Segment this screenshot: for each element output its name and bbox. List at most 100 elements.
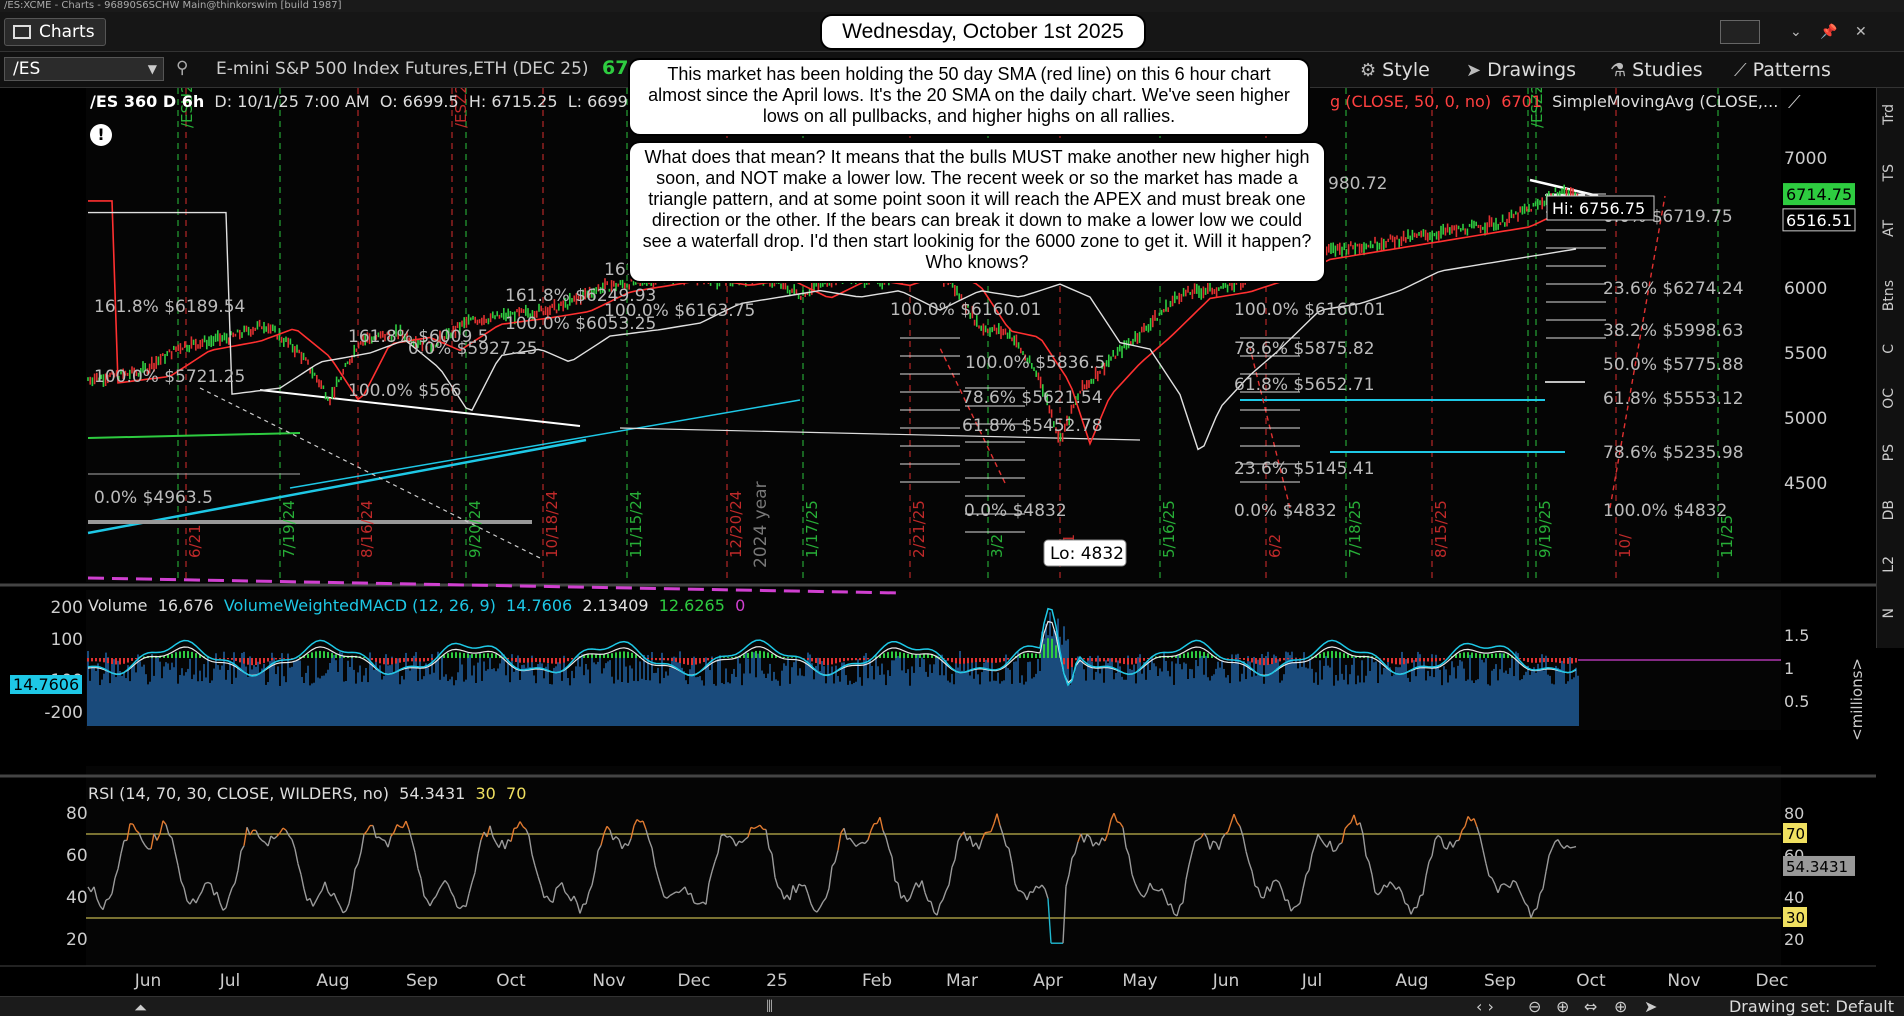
side-tab-db[interactable]: DB: [1881, 500, 1897, 521]
rsi-line-segment: [1500, 883, 1505, 886]
side-tab-l2[interactable]: L2: [1881, 556, 1897, 573]
pin-icon[interactable]: 📌: [1820, 24, 1838, 40]
rsi-line-segment: [138, 832, 143, 841]
rsi-line-segment: [600, 833, 605, 846]
zoom-in-icon[interactable]: ⊕: [1556, 997, 1570, 1016]
window-color-box[interactable]: [1720, 20, 1760, 44]
patterns-button[interactable]: ⟋ Patterns: [1734, 59, 1831, 81]
time-axis-label: Jun: [1212, 971, 1240, 991]
rsi-line-segment: [633, 819, 638, 826]
rsi-line-segment: [1176, 905, 1181, 917]
rsi-lower-tag: 30: [1786, 909, 1805, 927]
rsi-line-segment: [1281, 889, 1286, 901]
crosshair-icon[interactable]: ⊕: [1614, 997, 1628, 1016]
rsi-line-segment: [1560, 844, 1565, 849]
rsi-line-segment: [747, 827, 752, 838]
date-marker-label: 7/18/25: [1346, 500, 1364, 558]
rsi-line-segment: [474, 853, 479, 873]
rsi-line-segment: [627, 838, 632, 847]
rsi-line-segment: [1032, 885, 1037, 893]
studies-button[interactable]: ⚗ Studies: [1610, 59, 1703, 81]
rsi-line-segment: [1416, 895, 1421, 908]
rsi-line-segment: [309, 898, 314, 907]
rsi-line-segment: [1083, 834, 1088, 843]
vwmacd-value-tag: 14.7606: [10, 675, 83, 694]
expand-icon[interactable]: ⏶: [134, 998, 147, 1016]
side-tab-ts[interactable]: TS: [1881, 164, 1897, 182]
rsi-line-segment: [648, 839, 653, 849]
drawing-tool-icon[interactable]: ⟋: [1788, 92, 1801, 113]
rsi-line-segment: [300, 874, 305, 890]
sma50-label: g (CLOSE, 50, 0, no): [1330, 92, 1492, 111]
rsi-line-segment: [1419, 894, 1424, 897]
side-tab-at[interactable]: AT: [1881, 220, 1897, 238]
rsi-line-segment: [222, 907, 227, 911]
rsi-line-segment: [246, 826, 251, 836]
chevron-down-icon[interactable]: ▼: [147, 62, 157, 76]
rsi-line-segment: [198, 891, 203, 897]
rsi-line-segment: [219, 902, 224, 911]
rsi-line-segment: [591, 870, 596, 886]
side-tab-oc[interactable]: OC: [1881, 388, 1897, 409]
time-axis-label: 25: [766, 971, 788, 991]
fib-label: 100.0% $566: [348, 381, 462, 401]
rsi-line-segment: [279, 827, 284, 834]
rsi-line-segment: [1269, 881, 1274, 892]
nav-arrows-icon[interactable]: ‹ ›: [1476, 997, 1494, 1016]
rsi-line-segment: [1539, 888, 1544, 894]
rsi-line-segment: [1011, 863, 1016, 884]
rsi-line-segment: [270, 835, 275, 840]
rsi-line-segment: [1209, 840, 1214, 850]
side-tab-c[interactable]: C: [1881, 344, 1897, 354]
bar-low: L: 6699..: [567, 92, 638, 111]
link-icon[interactable]: ⚲: [176, 58, 189, 78]
rsi-line-segment: [447, 883, 452, 893]
rsi-line-segment: [303, 888, 308, 901]
fib-label: 23.6% $5145.41: [1234, 459, 1375, 479]
rsi-line-segment: [387, 836, 392, 848]
rsi-line-segment: [168, 834, 173, 839]
chart-window-icon: [13, 25, 31, 39]
style-button[interactable]: ⚙ Style: [1360, 59, 1430, 81]
rsi-line-segment: [1035, 885, 1040, 889]
charts-tab[interactable]: Charts: [4, 18, 106, 46]
rsi-line-segment: [810, 903, 815, 911]
rsi-line-segment: [1491, 877, 1496, 885]
rsi-line-segment: [111, 877, 116, 894]
rsi-line-segment: [1116, 821, 1121, 824]
rsi-axis-label-right: 40: [1784, 888, 1804, 907]
rsi-line-segment: [156, 833, 161, 841]
cursor-icon[interactable]: ➤: [1644, 997, 1658, 1016]
alert-icon[interactable]: !: [90, 124, 112, 146]
rsi-line-segment: [141, 840, 146, 846]
pan-icon[interactable]: ⇔: [1584, 997, 1598, 1016]
rsi-line-segment: [1026, 891, 1031, 901]
rsi-line-segment: [1464, 816, 1469, 827]
side-tab-trd[interactable]: Trd: [1881, 104, 1897, 125]
fib-label: 0.0% $4963.5: [94, 488, 213, 508]
close-icon[interactable]: ✕: [1855, 24, 1867, 40]
side-tab-ps[interactable]: PS: [1881, 444, 1897, 462]
side-tab-btns[interactable]: Btns: [1881, 280, 1897, 312]
side-tab-n[interactable]: N: [1881, 608, 1897, 619]
rsi-line-segment: [114, 868, 119, 879]
zoom-out-icon[interactable]: ⊖: [1528, 997, 1542, 1016]
rsi-line-segment: [1494, 884, 1499, 893]
rsi-line-segment: [159, 820, 164, 834]
rsi-line-segment: [729, 835, 734, 840]
rsi-axis-label: 40: [66, 888, 88, 908]
rsi-line-segment: [825, 888, 830, 899]
rsi-line-segment: [444, 880, 449, 885]
rsi-line-segment: [519, 821, 524, 828]
rsi-line-segment: [1401, 892, 1406, 904]
drawings-button[interactable]: ➤ Drawings: [1466, 59, 1576, 81]
time-axis-label: Aug: [316, 971, 349, 991]
rsi-line-segment: [1344, 824, 1349, 830]
symbol-input[interactable]: /ES ▼: [4, 57, 164, 81]
rsi-pane[interactable]: [86, 766, 1781, 966]
scroll-grip-icon[interactable]: ⦀: [766, 997, 774, 1016]
chevron-down-icon[interactable]: ⌄: [1790, 24, 1802, 40]
date-marker-label: 1/17/25: [803, 500, 821, 558]
rsi-line-segment: [501, 839, 506, 850]
rsi-line-segment: [1431, 839, 1436, 857]
